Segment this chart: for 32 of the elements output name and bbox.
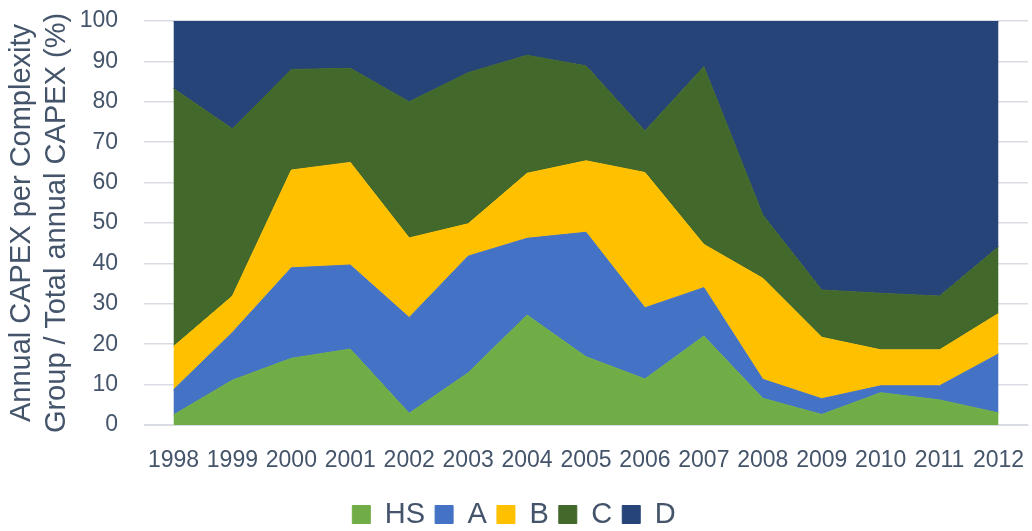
legend-label: A <box>467 496 488 529</box>
x-tick-label: 2002 <box>383 446 435 473</box>
y-tick-label: 50 <box>92 208 118 235</box>
x-tick-label: 2001 <box>324 446 376 473</box>
legend-label: C <box>591 496 613 529</box>
y-tick-label: 70 <box>92 127 118 154</box>
x-tick-label: 2011 <box>914 446 965 473</box>
x-tick-label: 2000 <box>265 446 317 473</box>
x-tick-label: 2003 <box>442 446 494 473</box>
y-tick-label: 20 <box>92 329 118 356</box>
legend-label: B <box>529 496 549 529</box>
x-tick-label: 2004 <box>501 446 553 473</box>
y-tick-label: 10 <box>92 369 118 396</box>
x-tick-label: 2008 <box>737 446 789 473</box>
x-tick-label: 1998 <box>147 446 200 473</box>
y-tick-label: 40 <box>92 248 118 275</box>
x-tick-label: 2012 <box>972 446 1025 473</box>
y-axis-title: Annual CAPEX per Complexity Group / Total annual CAPEX (%) <box>3 12 72 434</box>
legend-label: HS <box>384 496 426 529</box>
y-tick-label: 30 <box>92 289 118 316</box>
x-tick-label: 2007 <box>678 446 730 473</box>
y-tick-label: 100 <box>79 6 118 33</box>
x-tick-label: 2006 <box>619 446 671 473</box>
x-tick-label: 2009 <box>796 446 848 473</box>
y-tick-label: 60 <box>92 167 118 194</box>
y-tick-label: 0 <box>105 410 118 437</box>
y-tick-label: 80 <box>92 87 118 114</box>
y-tick-label: 90 <box>92 46 118 73</box>
x-tick-label: 2010 <box>855 446 907 473</box>
x-tick-label: 1999 <box>206 446 258 473</box>
legend-label: D <box>654 496 676 529</box>
x-tick-label: 2005 <box>560 446 612 473</box>
